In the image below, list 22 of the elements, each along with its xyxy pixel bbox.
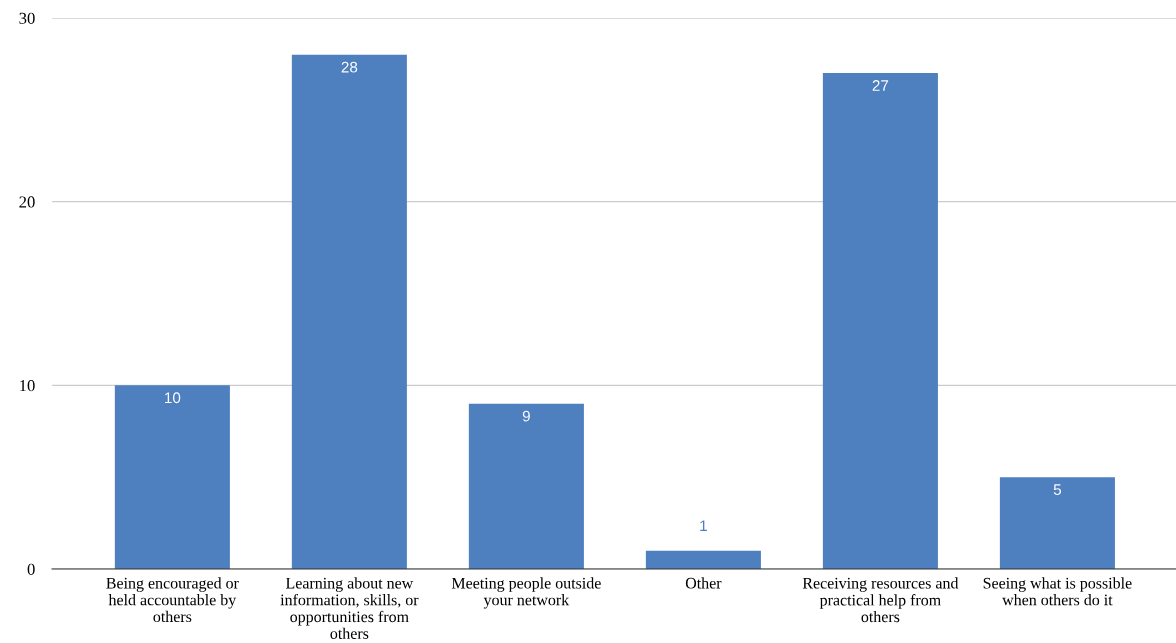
x-tick-label: Being encouraged or held accountable by others <box>106 577 239 623</box>
bar <box>468 403 584 569</box>
data-label: 28 <box>341 61 358 73</box>
data-label: 10 <box>165 392 181 404</box>
x-tick-label: Meeting people outside your network <box>451 577 601 609</box>
bar <box>114 385 230 569</box>
x-tick-label: Other <box>685 577 722 589</box>
data-label: 27 <box>872 80 889 91</box>
x-tick-label: Receiving resources and practical help from others <box>802 577 959 623</box>
bar <box>291 54 407 569</box>
y-tick-label: 20 <box>19 196 35 208</box>
y-tick-label: 0 <box>27 563 35 575</box>
bar <box>822 73 938 569</box>
data-label: 1 <box>700 520 707 531</box>
y-tick-label: 30 <box>19 12 35 24</box>
y-tick-label: 10 <box>20 380 35 392</box>
x-tick-label: Seeing what is possible when others do it <box>983 577 1132 606</box>
x-tick-label: Learning about new information, skills, or opportunities from others <box>280 577 419 639</box>
data-label: 5 <box>1053 484 1062 495</box>
bar <box>999 477 1115 569</box>
data-label: 9 <box>522 410 530 422</box>
bar <box>645 550 761 569</box>
